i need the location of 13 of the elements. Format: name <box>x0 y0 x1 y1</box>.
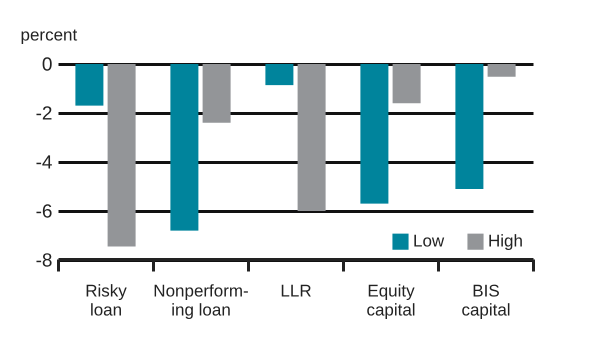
x-tick-label: Risky loan <box>85 282 128 320</box>
y-tick-label: -4 <box>36 152 53 174</box>
y-tick-label: 0 <box>42 54 52 76</box>
y-tick-label: -2 <box>36 104 52 124</box>
y-axis-title: percent <box>20 26 78 44</box>
x-tick-label: Nonperform- ing loan <box>153 282 249 320</box>
x-tick-label: BIS capital <box>461 282 511 320</box>
x-tick-label: LLR <box>280 282 312 300</box>
legend-label: Low <box>413 232 445 251</box>
y-tick-label: -6 <box>36 202 52 222</box>
y-tick-label: -8 <box>36 250 52 272</box>
x-tick-label: Equity capital <box>366 282 416 320</box>
legend-label: High <box>488 232 523 251</box>
